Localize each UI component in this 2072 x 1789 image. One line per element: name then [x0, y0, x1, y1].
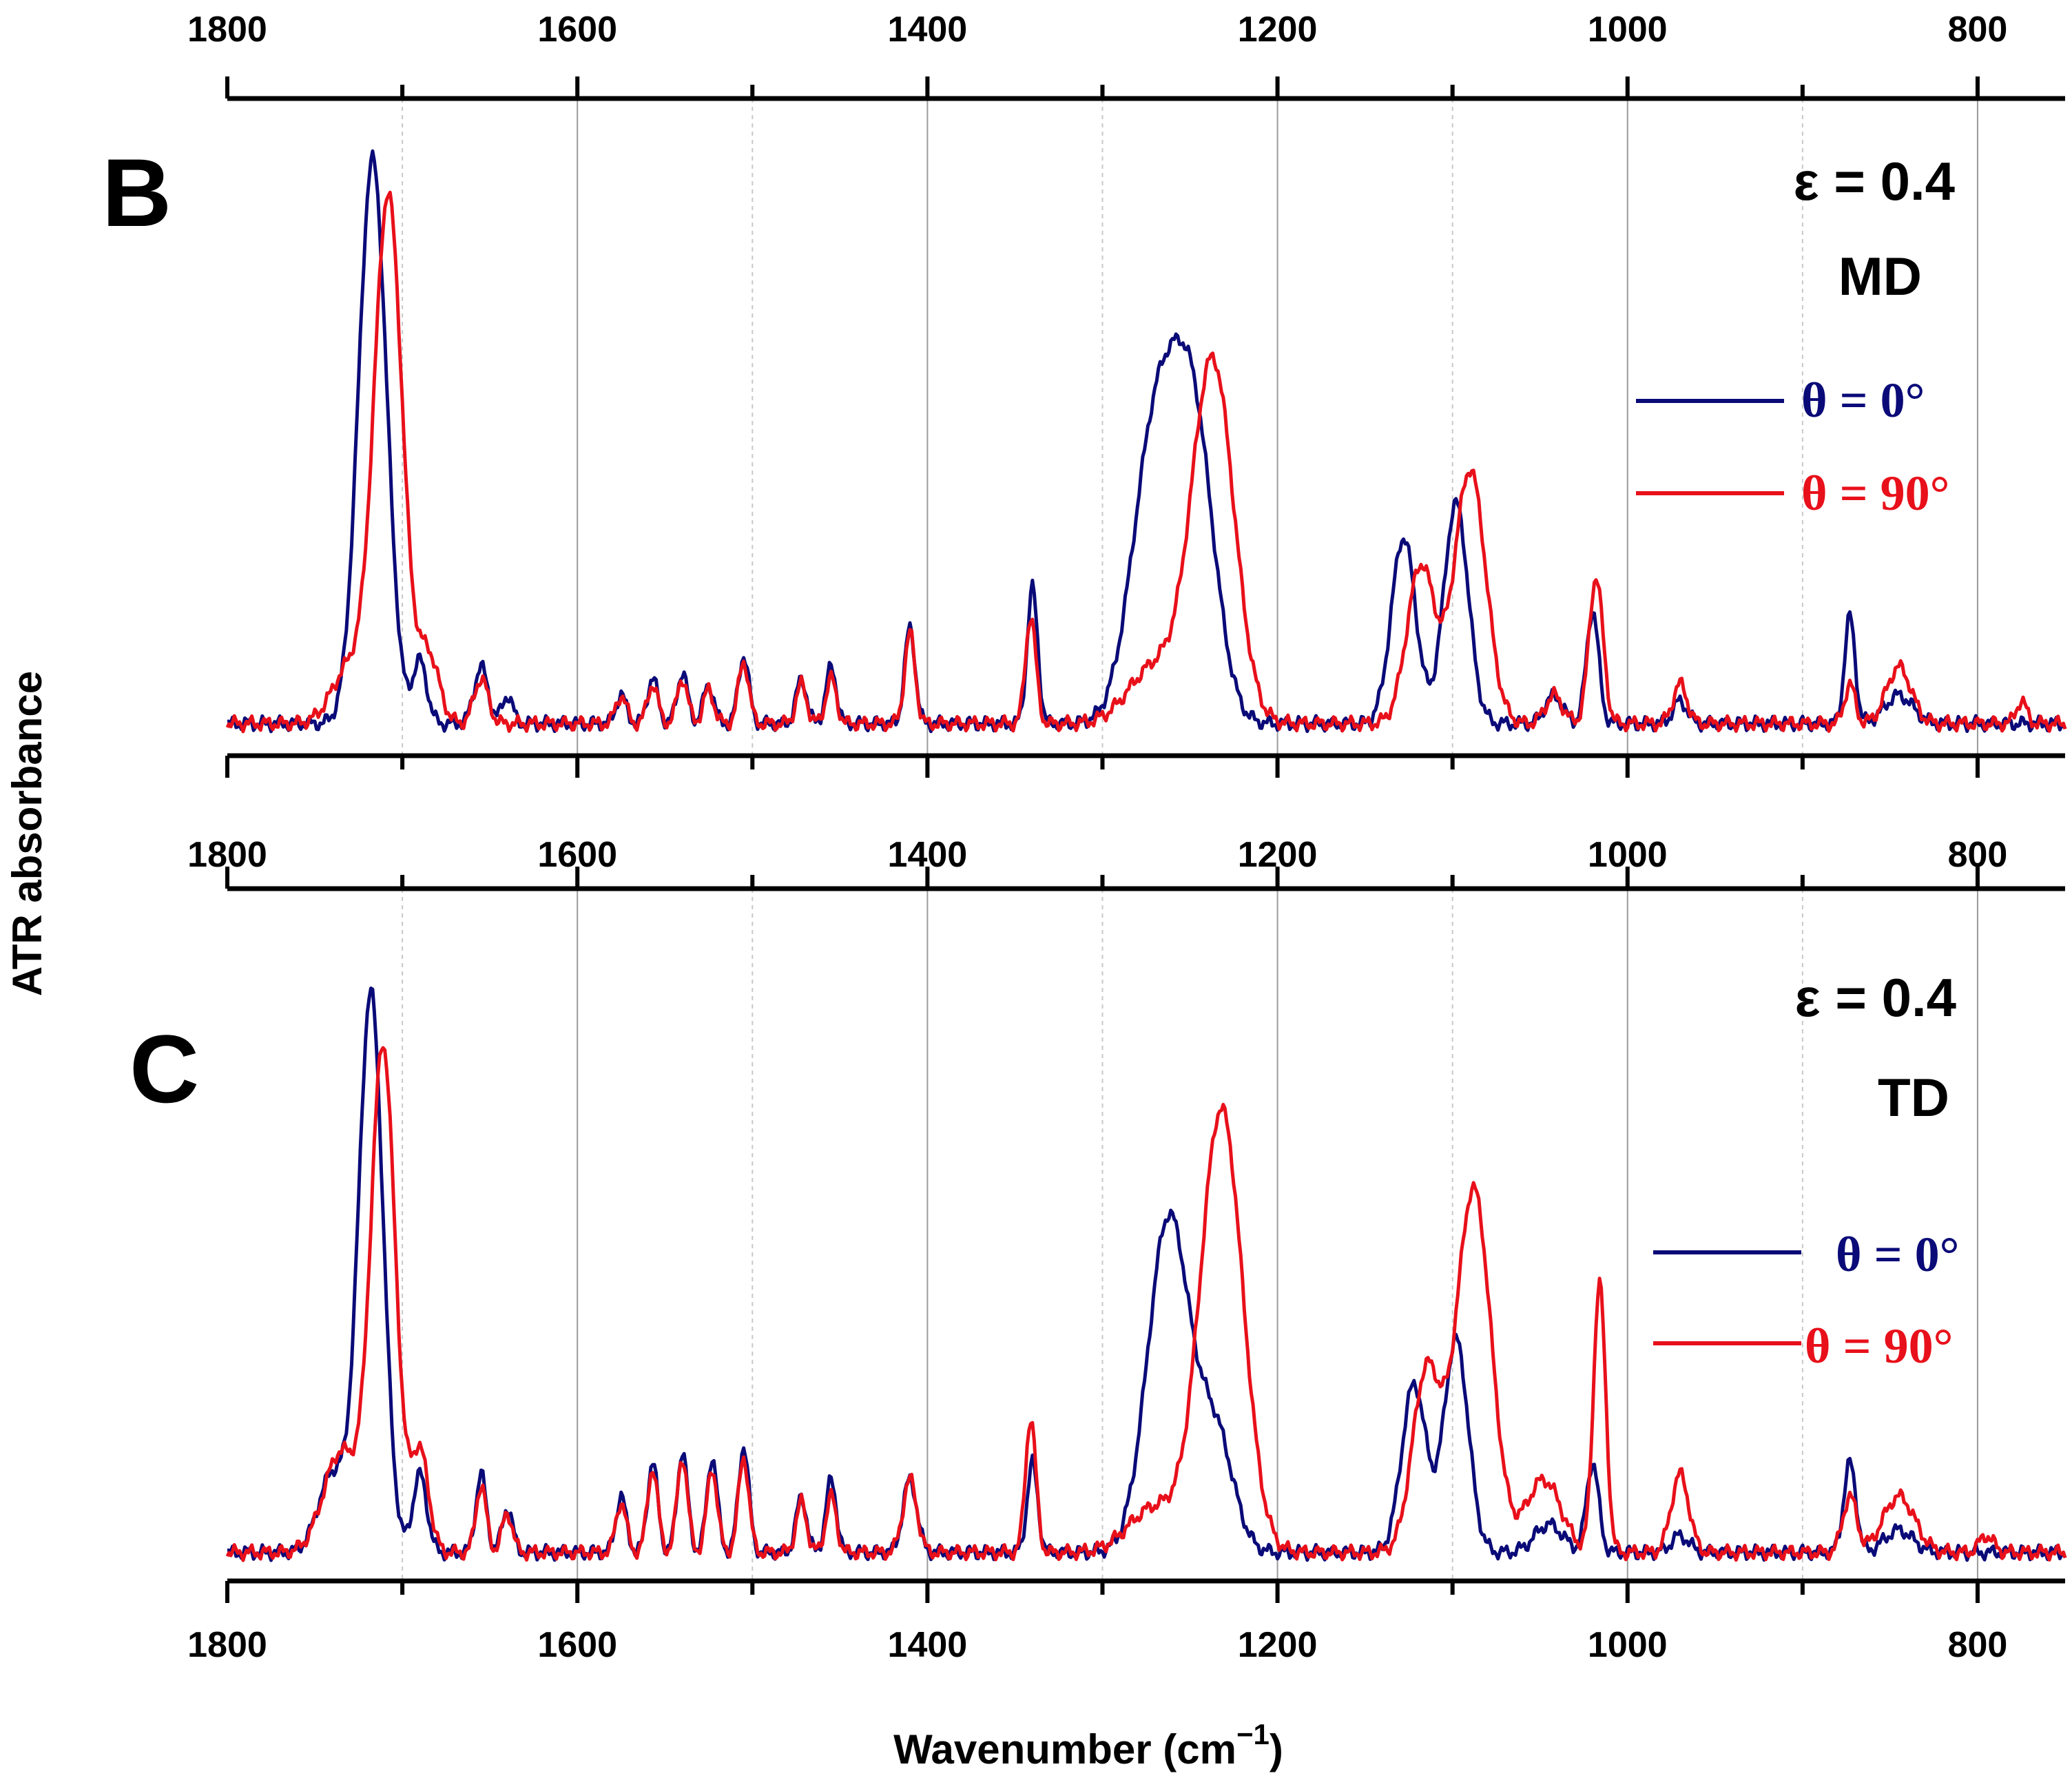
panel-c-gridlines — [402, 889, 1978, 1581]
panel-c-bottom-ticks — [225, 1581, 1980, 1603]
x-axis-title: Wavenumber (cm−1) — [893, 1718, 1283, 1772]
x-tick-label: 1400 — [888, 10, 968, 50]
panel-b-legend: θ = 0° θ = 90° — [1636, 373, 1949, 521]
panel-b-bottom-ticks — [225, 756, 1980, 778]
panel-c-legend: θ = 0° θ = 90° — [1653, 1227, 1959, 1374]
panel-b-label: B — [102, 138, 172, 247]
panel-c: 1800 1600 1400 1200 1000 800 C ε = 0.4 TD θ =… — [130, 867, 2067, 1665]
x-tick-label: 1200 — [1238, 1625, 1318, 1665]
x-tick-label: 1800 — [187, 10, 267, 50]
x-tick-label: 1200 — [1238, 10, 1318, 50]
series-line-theta-90 — [225, 1046, 2067, 1562]
panel-c-direction: TD — [1878, 1067, 1949, 1128]
panel-b-direction: MD — [1838, 246, 1922, 307]
x-tick-label: 1600 — [537, 10, 617, 50]
y-axis-title: ATR absorbance — [4, 671, 50, 996]
x-tick-label: 1000 — [1588, 10, 1668, 50]
panel-b-gridlines — [402, 99, 1978, 756]
panel-c-series — [225, 986, 2067, 1562]
middle-tick-labels: 1800 1600 1400 1200 1000 800 — [187, 835, 2007, 875]
panel-b-series — [225, 149, 2067, 734]
series-line-theta-0 — [227, 986, 2067, 1562]
panel-c-bottom-tick-labels: 1800 1600 1400 1200 1000 800 — [187, 1625, 2007, 1665]
x-tick-label: 800 — [1948, 1625, 2008, 1665]
x-tick-label: 800 — [1948, 10, 2008, 50]
x-tick-label: 1000 — [1588, 1625, 1668, 1665]
panel-b: 1800 1600 1400 1200 1000 800 B ε = 0.4 MD θ =… — [102, 10, 2067, 778]
legend-text-theta-90: θ = 90° — [1805, 1319, 1953, 1374]
x-tick-label: 1600 — [537, 1625, 617, 1665]
x-tick-label: 1400 — [888, 1625, 968, 1665]
legend-text-theta-0: θ = 0° — [1836, 1227, 1959, 1282]
panel-b-strain: ε = 0.4 — [1794, 151, 1955, 211]
panel-c-strain: ε = 0.4 — [1795, 967, 1956, 1028]
legend-text-theta-0: θ = 0° — [1801, 373, 1925, 428]
panel-b-top-ticks — [225, 76, 1980, 99]
panel-b-top-tick-labels: 1800 1600 1400 1200 1000 800 — [187, 10, 2007, 50]
x-tick-label: 1800 — [187, 1625, 267, 1665]
panel-c-label: C — [130, 1015, 199, 1123]
legend-text-theta-90: θ = 90° — [1801, 466, 1949, 521]
series-line-theta-0 — [227, 149, 2067, 734]
panel-c-top-ticks — [225, 867, 1980, 889]
series-line-theta-90 — [225, 190, 2067, 734]
